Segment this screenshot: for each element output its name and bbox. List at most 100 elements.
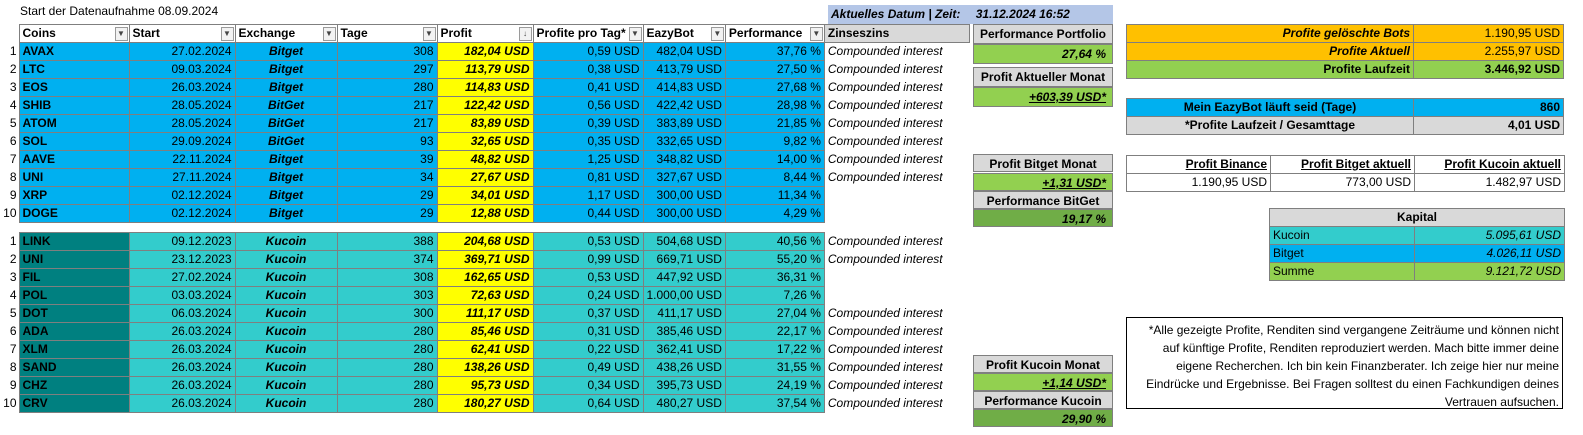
kucoin-perf-value[interactable]: 29,90 % (973, 409, 1113, 427)
profit-per-day-cell[interactable]: 0,99 USD (532, 250, 644, 269)
days-cell[interactable]: 308 (336, 268, 438, 287)
performance-cell[interactable]: 27,68 % (724, 78, 825, 97)
profit-month-value[interactable]: +603,39 USD* (973, 87, 1113, 107)
profit-per-day-cell[interactable]: 0,53 USD (532, 232, 644, 251)
start-cell[interactable]: 26.03.2024 (128, 376, 236, 395)
header-profit[interactable]: Profit ↓ (436, 24, 534, 43)
exchange-cell[interactable]: Bitget (234, 186, 338, 205)
exchange-cell[interactable]: Kucoin (234, 232, 338, 251)
performance-cell[interactable]: 21,85 % (724, 114, 825, 133)
eazybot-cell[interactable]: 504,68 USD (642, 232, 726, 251)
profit-per-day-cell[interactable]: 0,35 USD (532, 132, 644, 151)
profit-per-day-cell[interactable]: 1,25 USD (532, 150, 644, 169)
filter-dropdown-icon[interactable]: ▼ (809, 27, 823, 41)
filter-dropdown-icon[interactable]: ▼ (322, 27, 336, 41)
performance-cell[interactable]: 7,26 % (724, 286, 825, 305)
days-cell[interactable]: 297 (336, 60, 438, 79)
profit-per-day-cell[interactable]: 0,44 USD (532, 204, 644, 223)
profit-per-day-cell[interactable]: 0,31 USD (532, 322, 644, 341)
exchange-cell[interactable]: BitGet (234, 132, 338, 151)
performance-cell[interactable]: 28,98 % (724, 96, 825, 115)
profit-cell[interactable]: 32,65 USD (436, 132, 534, 151)
kapital-bitget-value[interactable]: 4.026,11 USD (1414, 244, 1565, 263)
profit-per-day-cell[interactable]: 0,24 USD (532, 286, 644, 305)
kapital-sum-value[interactable]: 9.121,72 USD (1414, 262, 1565, 281)
start-cell[interactable]: 02.12.2024 (128, 204, 236, 223)
exchange-cell[interactable]: Kucoin (234, 376, 338, 395)
zinseszins-cell[interactable] (823, 268, 970, 287)
days-cell[interactable]: 374 (336, 250, 438, 269)
profit-per-day-cell[interactable]: 0,49 USD (532, 358, 644, 377)
exchange-cell[interactable]: Bitget (234, 150, 338, 169)
sort-descending-icon[interactable]: ↓ (518, 27, 532, 41)
start-cell[interactable]: 09.03.2024 (128, 60, 236, 79)
coin-cell[interactable]: EOS (18, 78, 130, 97)
header-tage[interactable]: Tage ▼ (336, 24, 438, 43)
eazybot-cell[interactable]: 383,89 USD (642, 114, 726, 133)
coin-cell[interactable]: DOT (18, 304, 130, 323)
kapital-kucoin-value[interactable]: 5.095,61 USD (1414, 226, 1565, 245)
eazybot-cell[interactable]: 1.000,00 USD (642, 286, 726, 305)
exchange-cell[interactable]: Bitget (234, 204, 338, 223)
coin-cell[interactable]: XRP (18, 186, 130, 205)
days-cell[interactable]: 280 (336, 376, 438, 395)
start-cell[interactable]: 09.12.2023 (128, 232, 236, 251)
zinseszins-cell[interactable]: Compounded interest (823, 42, 970, 61)
deleted-bots-value[interactable]: 1.190,95 USD (1413, 24, 1564, 43)
start-cell[interactable]: 26.03.2024 (128, 322, 236, 341)
performance-cell[interactable]: 31,55 % (724, 358, 825, 377)
filter-dropdown-icon[interactable]: ▼ (114, 27, 128, 41)
days-cell[interactable]: 29 (336, 186, 438, 205)
profit-cell[interactable]: 180,27 USD (436, 394, 534, 413)
eazybot-cell[interactable]: 348,82 USD (642, 150, 726, 169)
days-cell[interactable]: 303 (336, 286, 438, 305)
eazybot-cell[interactable]: 362,41 USD (642, 340, 726, 359)
profit-cell[interactable]: 12,88 USD (436, 204, 534, 223)
eazybot-cell[interactable]: 413,79 USD (642, 60, 726, 79)
zinseszins-cell[interactable] (823, 186, 970, 205)
days-cell[interactable]: 39 (336, 150, 438, 169)
profit-cell[interactable]: 111,17 USD (436, 304, 534, 323)
performance-cell[interactable]: 40,56 % (724, 232, 825, 251)
coin-cell[interactable]: AAVE (18, 150, 130, 169)
zinseszins-cell[interactable]: Compounded interest (823, 78, 970, 97)
days-cell[interactable]: 280 (336, 340, 438, 359)
coin-cell[interactable]: ATOM (18, 114, 130, 133)
eazybot-cell[interactable]: 482,04 USD (642, 42, 726, 61)
profit-cell[interactable]: 113,79 USD (436, 60, 534, 79)
start-cell[interactable]: 28.05.2024 (128, 114, 236, 133)
days-cell[interactable]: 388 (336, 232, 438, 251)
exchange-cell[interactable]: Kucoin (234, 286, 338, 305)
header-zinseszins[interactable]: Zinseszins (823, 24, 970, 43)
performance-cell[interactable]: 22,17 % (724, 322, 825, 341)
exchange-cell[interactable]: Bitget (234, 60, 338, 79)
coin-cell[interactable]: AVAX (18, 42, 130, 61)
performance-cell[interactable]: 27,04 % (724, 304, 825, 323)
exchange-cell[interactable]: BitGet (234, 114, 338, 133)
bitget-month-value[interactable]: +1,31 USD* (973, 173, 1113, 191)
exchange-cell[interactable]: Kucoin (234, 322, 338, 341)
header-eazybot[interactable]: EazyBot ▼ (642, 24, 726, 43)
eazybot-cell[interactable]: 669,71 USD (642, 250, 726, 269)
days-cell[interactable]: 280 (336, 358, 438, 377)
profit-cell[interactable]: 122,42 USD (436, 96, 534, 115)
coin-cell[interactable]: LTC (18, 60, 130, 79)
exchange-cell[interactable]: Kucoin (234, 268, 338, 287)
eazybot-cell[interactable]: 480,27 USD (642, 394, 726, 413)
eazybot-cell[interactable]: 395,73 USD (642, 376, 726, 395)
profit-per-day-cell[interactable]: 0,56 USD (532, 96, 644, 115)
zinseszins-cell[interactable] (823, 204, 970, 223)
zinseszins-cell[interactable]: Compounded interest (823, 340, 970, 359)
profit-per-day-value[interactable]: 4,01 USD (1413, 116, 1564, 135)
days-cell[interactable]: 280 (336, 394, 438, 413)
zinseszins-cell[interactable]: Compounded interest (823, 232, 970, 251)
days-cell[interactable]: 29 (336, 204, 438, 223)
profit-cell[interactable]: 369,71 USD (436, 250, 534, 269)
exchange-cell[interactable]: Bitget (234, 78, 338, 97)
profit-per-day-cell[interactable]: 0,59 USD (532, 42, 644, 61)
profit-cell[interactable]: 204,68 USD (436, 232, 534, 251)
exchange-cell[interactable]: Kucoin (234, 250, 338, 269)
eazybot-cell[interactable]: 327,67 USD (642, 168, 726, 187)
current-date-cell[interactable]: Aktuelles Datum | Zeit: 31.12.2024 16:52 (828, 5, 1113, 24)
days-cell[interactable]: 300 (336, 304, 438, 323)
